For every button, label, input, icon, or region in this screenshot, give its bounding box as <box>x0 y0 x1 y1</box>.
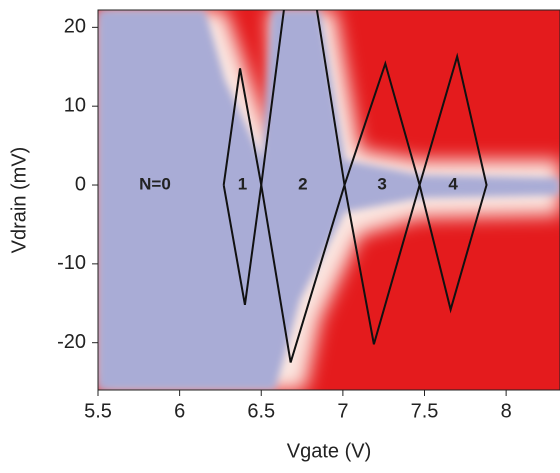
x-tick-label: 7.5 <box>411 400 439 422</box>
diamond-label: 2 <box>298 175 307 194</box>
y-tick-label: -10 <box>57 252 86 274</box>
x-tick-label: 6 <box>174 400 185 422</box>
plot-frame <box>97 9 560 391</box>
x-axis-label: Vgate (V) <box>287 440 371 462</box>
x-tick-label: 5.5 <box>84 400 112 422</box>
y-tick-label: 10 <box>64 94 86 116</box>
diamonds <box>222 10 488 363</box>
diamond-label: 3 <box>377 175 386 194</box>
y-tick-label: 20 <box>64 16 86 38</box>
diamond-line <box>418 52 488 314</box>
y-tick-label: 0 <box>75 173 86 195</box>
x-tick-label: 7 <box>337 400 348 422</box>
heatmap <box>98 10 560 390</box>
diamond-label: 1 <box>238 175 247 194</box>
y-axis-label: Vdrain (mV) <box>8 147 30 254</box>
annotation: N=0 <box>139 174 171 193</box>
y-tick-label: -20 <box>57 331 86 353</box>
x-tick-label: 8 <box>501 400 512 422</box>
diamond-label: 4 <box>448 175 458 194</box>
heatmap-blue <box>98 10 560 390</box>
x-tick-label: 6.5 <box>247 400 275 422</box>
